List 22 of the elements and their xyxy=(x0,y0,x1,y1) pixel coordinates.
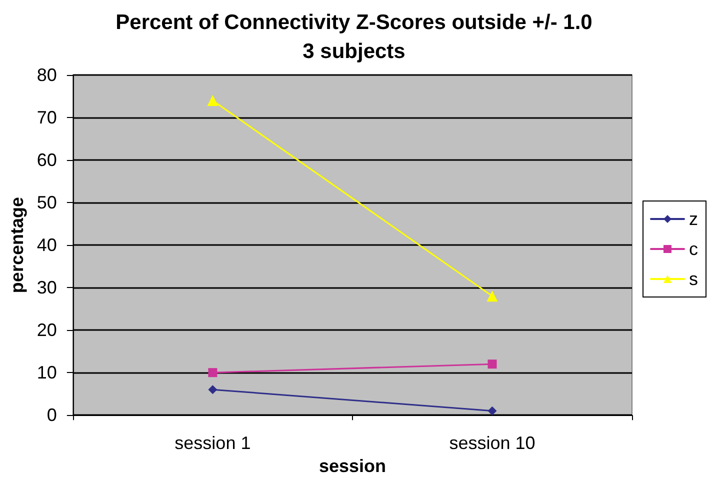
x-tick-label: session 10 xyxy=(449,433,536,454)
chart-subtitle: 3 subjects xyxy=(302,40,406,63)
y-axis-title: percentage xyxy=(7,197,27,294)
point xyxy=(208,385,218,394)
y-tick-label: 70 xyxy=(36,108,57,128)
y-tick-label: 80 xyxy=(36,65,57,85)
y-tick-label: 60 xyxy=(36,150,57,170)
legend-label: z xyxy=(689,209,698,229)
y-tick-label: 20 xyxy=(36,320,57,340)
y-tick-label: 0 xyxy=(46,405,57,426)
y-tick-label: 40 xyxy=(36,235,57,256)
legend-label: s xyxy=(689,269,698,289)
x-axis-title: session xyxy=(318,456,386,476)
y-tick-label: 10 xyxy=(36,362,57,383)
point xyxy=(488,406,497,416)
legend-label: c xyxy=(689,239,698,259)
point xyxy=(208,368,218,378)
point xyxy=(488,360,497,369)
x-tick-label: session 1 xyxy=(174,433,251,454)
y-tick-label: 50 xyxy=(36,192,57,213)
y-tick-label: 30 xyxy=(36,278,57,298)
chart-title: Percent of Connectivity Z-Scores outside +/- 1.0 xyxy=(116,11,592,34)
